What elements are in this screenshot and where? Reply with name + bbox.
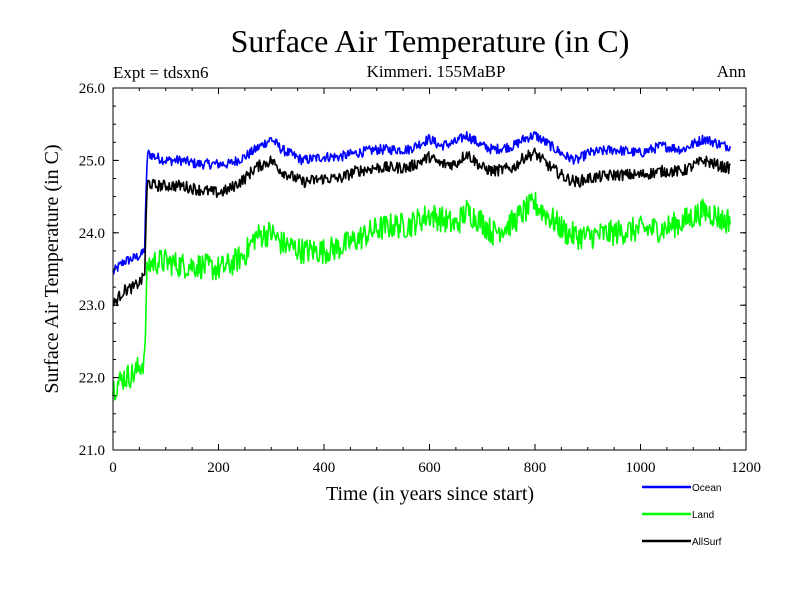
y-tick-label: 21.0 xyxy=(79,443,105,459)
series-line-ocean xyxy=(112,131,731,275)
y-tick-label: 23.0 xyxy=(79,298,105,314)
y-tick-label: 22.0 xyxy=(79,371,105,387)
x-tick-label: 200 xyxy=(207,460,230,476)
legend-label: Ocean xyxy=(692,483,721,494)
x-tick-label: 400 xyxy=(313,460,336,476)
x-tick-label: 800 xyxy=(524,460,547,476)
series-line-land xyxy=(112,191,731,401)
x-tick-label: 1000 xyxy=(626,460,656,476)
x-tick-label: 600 xyxy=(418,460,441,476)
y-tick-label: 26.0 xyxy=(79,81,105,97)
y-tick-label: 25.0 xyxy=(79,153,105,169)
legend-label: AllSurf xyxy=(692,537,722,548)
y-axis-label: Surface Air Temperature (in C) xyxy=(41,144,63,393)
period-label: Kimmeri. 155MaBP xyxy=(367,62,506,81)
legend-label: Land xyxy=(692,510,714,521)
chart-title: Surface Air Temperature (in C) xyxy=(231,23,630,59)
x-tick-label: 1200 xyxy=(731,460,761,476)
season-label: Ann xyxy=(717,62,747,81)
x-tick-label: 0 xyxy=(109,460,117,476)
plot-frame xyxy=(112,87,747,451)
y-tick-label: 24.0 xyxy=(79,226,105,242)
series-line-allsurf xyxy=(112,147,731,307)
x-axis-label: Time (in years since start) xyxy=(326,483,534,505)
experiment-label: Expt = tdsxn6 xyxy=(113,63,209,82)
